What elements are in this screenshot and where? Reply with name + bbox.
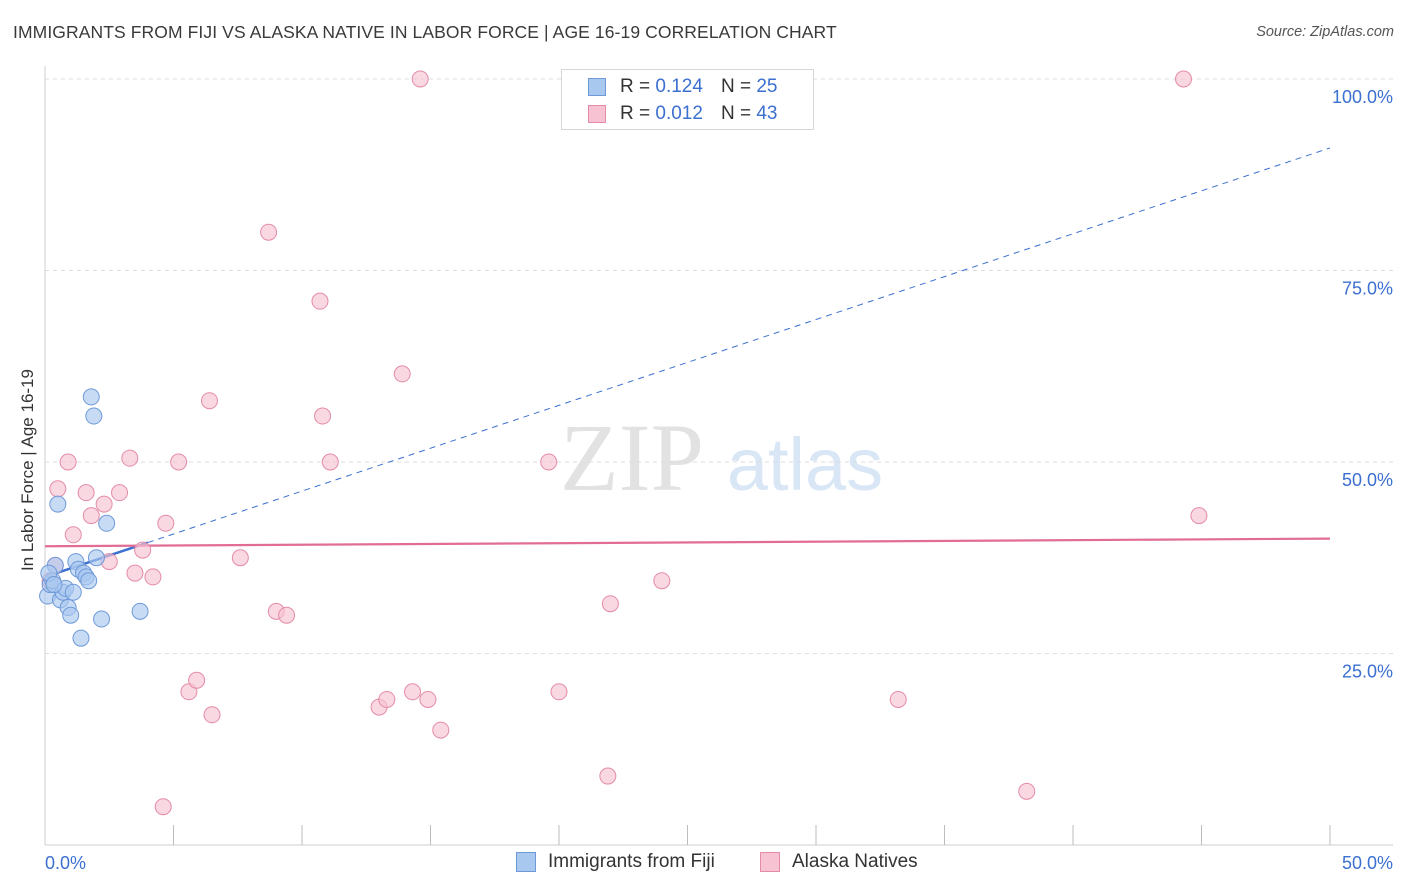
alaska-point-15 bbox=[157, 514, 175, 532]
alaska-point-33 bbox=[419, 690, 437, 708]
alaska-point-9 bbox=[111, 484, 129, 502]
fiji-point-18 bbox=[85, 407, 103, 425]
fiji-point-10 bbox=[64, 583, 82, 601]
alaska-r-label: R = bbox=[620, 103, 651, 124]
alaska-point-20 bbox=[203, 706, 221, 724]
fiji-point-21 bbox=[98, 514, 116, 532]
fiji-swatch bbox=[588, 78, 606, 96]
alaska-point-36 bbox=[550, 683, 568, 701]
alaska-point-12 bbox=[134, 541, 152, 559]
alaska-point-43 bbox=[1190, 507, 1208, 525]
alaska-point-18 bbox=[188, 671, 206, 689]
watermark-zip: ZIP bbox=[560, 404, 704, 511]
alaska-point-27 bbox=[321, 453, 339, 471]
legend-row-fiji: R = 0.124 N = 25 bbox=[588, 75, 777, 99]
alaska-point-10 bbox=[121, 449, 139, 467]
alaska-point-3 bbox=[59, 453, 77, 471]
alaska-point-32 bbox=[411, 70, 429, 88]
alaska-point-14 bbox=[154, 798, 172, 816]
y-tick-label-1: 50.0% bbox=[1342, 470, 1393, 490]
legend-item-alaska: Alaska Natives bbox=[760, 851, 918, 873]
alaska-point-4 bbox=[64, 526, 82, 544]
alaska-point-31 bbox=[404, 683, 422, 701]
alaska-point-22 bbox=[260, 223, 278, 241]
immigrants-from-fiji-points bbox=[39, 388, 149, 647]
y-tick-label-3: 100.0% bbox=[1332, 87, 1393, 107]
fiji-trend-dashed bbox=[147, 147, 1331, 544]
y-tick-label-0: 25.0% bbox=[1342, 662, 1393, 682]
alaska-point-34 bbox=[432, 721, 450, 739]
chart-title: IMMIGRANTS FROM FIJI VS ALASKA NATIVE IN… bbox=[13, 22, 837, 42]
legend-row-alaska: R = 0.012 N = 43 bbox=[588, 102, 777, 126]
axes bbox=[44, 66, 1393, 846]
fiji-point-20 bbox=[93, 610, 111, 628]
alaska-point-39 bbox=[653, 572, 671, 590]
legend-item-fiji: Immigrants from Fiji bbox=[516, 851, 715, 873]
correlation-legend: R = 0.124 N = 25 R = 0.012 N = 43 bbox=[561, 69, 814, 130]
alaska-point-40 bbox=[889, 690, 907, 708]
x-tick-label-min: 0.0% bbox=[45, 853, 86, 873]
alaska-legend-swatch bbox=[760, 852, 780, 872]
tick-labels: 25.0% 50.0% 75.0% 100.0% 0.0% 50.0% bbox=[45, 87, 1393, 873]
alaska-point-21 bbox=[231, 549, 249, 567]
fiji-point-17 bbox=[82, 388, 100, 406]
alaska-point-5 bbox=[77, 484, 95, 502]
fiji-r-label: R = bbox=[620, 76, 651, 97]
alaska-point-41 bbox=[1018, 782, 1036, 800]
alaska-point-25 bbox=[311, 292, 329, 310]
alaska-point-19 bbox=[200, 392, 218, 410]
x-tick-label-max: 50.0% bbox=[1342, 853, 1393, 873]
alaska-point-16 bbox=[170, 453, 188, 471]
alaska-point-38 bbox=[601, 595, 619, 613]
alaska-n-value: 43 bbox=[756, 103, 778, 124]
alaska-point-6 bbox=[82, 507, 100, 525]
fiji-point-13 bbox=[72, 629, 90, 647]
alaska-point-30 bbox=[393, 365, 411, 383]
y-axis-label: In Labor Force | Age 16-19 bbox=[18, 369, 37, 571]
fiji-r-value: 0.124 bbox=[655, 76, 703, 97]
watermark-atlas: atlas bbox=[727, 423, 883, 506]
watermark: ZIP atlas bbox=[560, 404, 883, 511]
trend-lines bbox=[44, 147, 1331, 579]
alaska-point-37 bbox=[599, 767, 617, 785]
alaska-point-7 bbox=[95, 495, 113, 513]
fiji-point-22 bbox=[131, 602, 149, 620]
grid-lines bbox=[45, 78, 1393, 654]
alaska-r-value: 0.012 bbox=[655, 103, 703, 124]
alaska-n-label: N = bbox=[720, 103, 752, 124]
fiji-point-16 bbox=[80, 572, 98, 590]
fiji-n-label: N = bbox=[720, 76, 752, 97]
y-tick-label-2: 75.0% bbox=[1342, 279, 1393, 299]
alaska-point-11 bbox=[126, 564, 144, 582]
fiji-point-9 bbox=[62, 606, 80, 624]
alaska-swatch bbox=[588, 105, 606, 123]
fiji-point-19 bbox=[87, 549, 105, 567]
source-label: Source: ZipAtlas.com bbox=[1256, 24, 1394, 40]
alaska-point-2 bbox=[49, 480, 67, 498]
alaska-point-26 bbox=[314, 407, 332, 425]
alaska-point-13 bbox=[144, 568, 162, 586]
fiji-point-4 bbox=[49, 495, 67, 513]
alaska-legend-label: Alaska Natives bbox=[792, 851, 918, 872]
fiji-legend-swatch bbox=[516, 852, 536, 872]
alaska-point-24 bbox=[278, 606, 296, 624]
fiji-legend-label: Immigrants from Fiji bbox=[548, 851, 715, 872]
fiji-n-value: 25 bbox=[756, 76, 778, 97]
alaska-point-35 bbox=[540, 453, 558, 471]
alaska-trend-line bbox=[44, 537, 1331, 548]
alaska-point-42 bbox=[1175, 70, 1193, 88]
fiji-point-24 bbox=[45, 576, 63, 594]
alaska-point-29 bbox=[378, 690, 396, 708]
